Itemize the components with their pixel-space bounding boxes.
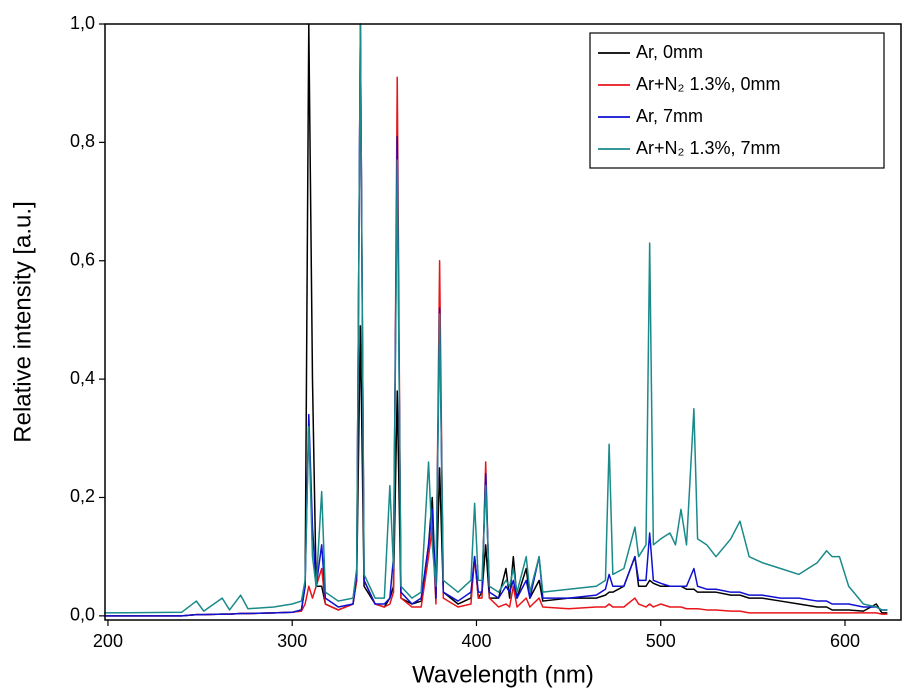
- x-tick-label: 300: [277, 631, 307, 651]
- y-tick-label: 0,4: [70, 368, 95, 388]
- series-line: [104, 23, 888, 617]
- legend: Ar, 0mm Ar+N₂ 1.3%, 0mm Ar, 7mm Ar+N₂ 1.3%,…: [589, 32, 885, 169]
- x-tick-label: 500: [646, 631, 676, 651]
- legend-label: Ar+N₂ 1.3%, 7mm: [636, 138, 781, 158]
- series-line: [104, 23, 888, 614]
- legend-label: Ar, 0mm: [636, 42, 703, 62]
- y-tick-label: 0,2: [70, 486, 95, 506]
- x-tick-label: 200: [93, 631, 123, 651]
- legend-label: Ar+N₂ 1.3%, 0mm: [636, 74, 781, 94]
- y-tick-label: 0,0: [70, 605, 95, 625]
- plot-frame: [104, 23, 902, 621]
- y-tick-label: 1,0: [70, 13, 95, 33]
- legend-box: [589, 32, 885, 169]
- legend-label: Ar, 7mm: [636, 106, 703, 126]
- x-tick-label: 400: [461, 631, 491, 651]
- x-axis-title: Wavelength (nm): [412, 661, 594, 688]
- y-axis-title: Relative intensity [a.u.]: [9, 201, 36, 442]
- x-tick-label: 600: [830, 631, 860, 651]
- y-tick-label: 0,8: [70, 131, 95, 151]
- y-tick-label: 0,6: [70, 249, 95, 269]
